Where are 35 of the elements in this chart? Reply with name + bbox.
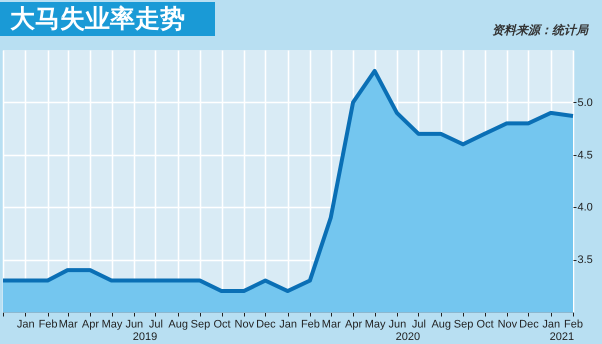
x-tick-label: Jun [125, 318, 144, 330]
text: 资料来源：统计局 [492, 22, 588, 39]
x-tick-label: Jan [279, 318, 298, 330]
x-tick-label: Sep [190, 318, 210, 330]
text: 2021 [550, 331, 574, 343]
x-tick-label: Mar [322, 318, 342, 330]
x-tick-label: Aug [168, 318, 188, 330]
y-tick-label: 5.0 [578, 96, 593, 109]
x-tick-label: Jul [148, 318, 163, 330]
text: 2019 [132, 331, 158, 343]
x-tick-label: Jan [542, 318, 560, 330]
x-tick-label: Aug [431, 318, 452, 330]
x-tick-label: Mar [58, 318, 78, 330]
x-tick-label: Oct [476, 318, 494, 330]
x-tick-label: Feb [564, 318, 583, 330]
y-tick-label: 3.5 [578, 254, 593, 266]
x-tick-label: Jan [16, 318, 35, 330]
x-tick-label: Feb [38, 318, 58, 330]
x-tick-label: Dec [256, 318, 276, 330]
chart-title: 大马失业率走势 [0, 2, 215, 36]
y-tick-label: 4.0 [578, 202, 593, 214]
x-tick-label: Dec [519, 318, 540, 330]
y-tick-label: 4.5 [578, 149, 593, 162]
x-tick-label: Nov [498, 318, 518, 330]
x-tick-label: May [364, 318, 386, 330]
x-tick-label: Apr [82, 318, 100, 330]
x-tick-label: Jun [388, 318, 406, 330]
x-tick-label: May [102, 318, 123, 330]
x-tick-label: Jul [412, 318, 426, 330]
x-tick-label: Nov [234, 318, 255, 330]
x-tick-label: Feb [300, 318, 320, 330]
text: 2020 [396, 331, 420, 343]
x-tick-label: Sep [454, 318, 474, 330]
x-tick-label: Apr [344, 318, 362, 330]
x-tick-label: Oct [213, 318, 231, 330]
